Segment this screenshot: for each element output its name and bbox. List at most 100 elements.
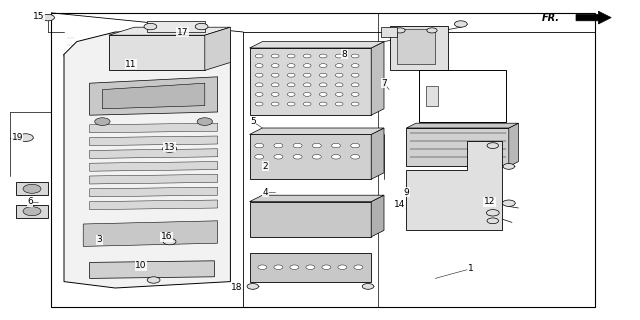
Text: 5: 5 [250, 117, 255, 126]
Circle shape [23, 184, 41, 193]
Circle shape [338, 265, 347, 269]
Polygon shape [509, 123, 518, 166]
Circle shape [335, 83, 343, 87]
Circle shape [163, 145, 177, 152]
Circle shape [354, 265, 363, 269]
Circle shape [312, 143, 321, 148]
Text: 17: 17 [177, 28, 188, 36]
Circle shape [287, 102, 295, 106]
Text: 12: 12 [484, 197, 495, 206]
Circle shape [319, 54, 327, 58]
Circle shape [503, 164, 515, 169]
Circle shape [319, 92, 327, 96]
Circle shape [306, 265, 315, 269]
Polygon shape [102, 83, 205, 109]
Circle shape [487, 143, 499, 148]
Circle shape [271, 73, 279, 77]
Circle shape [335, 54, 343, 58]
Circle shape [274, 265, 283, 269]
Polygon shape [90, 123, 218, 133]
Polygon shape [371, 42, 384, 115]
Circle shape [502, 200, 515, 206]
Circle shape [258, 265, 267, 269]
Circle shape [351, 102, 359, 106]
Circle shape [274, 143, 283, 148]
Polygon shape [16, 205, 48, 218]
Text: 14: 14 [394, 200, 406, 209]
Polygon shape [83, 221, 218, 246]
Circle shape [18, 134, 33, 141]
Circle shape [144, 23, 157, 30]
Polygon shape [250, 42, 384, 48]
Circle shape [271, 92, 279, 96]
Text: 3: 3 [97, 236, 102, 244]
Circle shape [255, 64, 263, 68]
Circle shape [293, 155, 302, 159]
Circle shape [303, 64, 311, 68]
Polygon shape [381, 27, 397, 37]
Circle shape [255, 83, 263, 87]
Circle shape [147, 277, 160, 283]
Circle shape [335, 64, 343, 68]
Circle shape [287, 92, 295, 96]
Text: 8: 8 [342, 50, 347, 59]
Polygon shape [90, 77, 218, 115]
Text: 2: 2 [263, 162, 268, 171]
Circle shape [362, 284, 374, 289]
Circle shape [287, 83, 295, 87]
Polygon shape [250, 48, 371, 115]
Circle shape [42, 14, 54, 21]
Text: 13: 13 [164, 143, 175, 152]
Polygon shape [397, 29, 435, 64]
Circle shape [395, 28, 405, 33]
Circle shape [427, 28, 437, 33]
Polygon shape [406, 141, 502, 230]
Circle shape [303, 102, 311, 106]
Circle shape [332, 143, 340, 148]
Text: 16: 16 [161, 232, 172, 241]
Text: 1: 1 [468, 264, 473, 273]
Circle shape [487, 218, 499, 224]
Polygon shape [250, 195, 384, 202]
Circle shape [247, 284, 259, 289]
Circle shape [290, 265, 299, 269]
Text: 11: 11 [125, 60, 137, 68]
Polygon shape [16, 182, 48, 195]
Circle shape [303, 92, 311, 96]
Circle shape [287, 64, 295, 68]
Polygon shape [90, 187, 218, 197]
Text: 6: 6 [28, 197, 33, 206]
Circle shape [255, 155, 264, 159]
Circle shape [287, 54, 295, 58]
Circle shape [335, 92, 343, 96]
Polygon shape [250, 253, 371, 282]
Polygon shape [371, 195, 384, 237]
Circle shape [163, 238, 176, 245]
Circle shape [486, 210, 499, 216]
Polygon shape [250, 128, 384, 134]
Circle shape [319, 64, 327, 68]
Circle shape [23, 207, 41, 216]
Circle shape [332, 155, 340, 159]
Text: 19: 19 [12, 133, 23, 142]
Circle shape [351, 92, 359, 96]
Text: 15: 15 [33, 12, 44, 20]
Circle shape [351, 73, 359, 77]
Circle shape [303, 73, 311, 77]
Polygon shape [576, 11, 611, 24]
Circle shape [271, 64, 279, 68]
Circle shape [303, 83, 311, 87]
Polygon shape [90, 261, 214, 278]
Circle shape [351, 143, 360, 148]
Text: 18: 18 [231, 284, 243, 292]
Polygon shape [371, 128, 384, 179]
Circle shape [255, 54, 263, 58]
Polygon shape [64, 32, 230, 288]
Polygon shape [205, 27, 230, 70]
Polygon shape [147, 21, 205, 32]
Circle shape [319, 73, 327, 77]
Circle shape [255, 73, 263, 77]
Circle shape [351, 83, 359, 87]
Circle shape [312, 155, 321, 159]
Circle shape [335, 102, 343, 106]
